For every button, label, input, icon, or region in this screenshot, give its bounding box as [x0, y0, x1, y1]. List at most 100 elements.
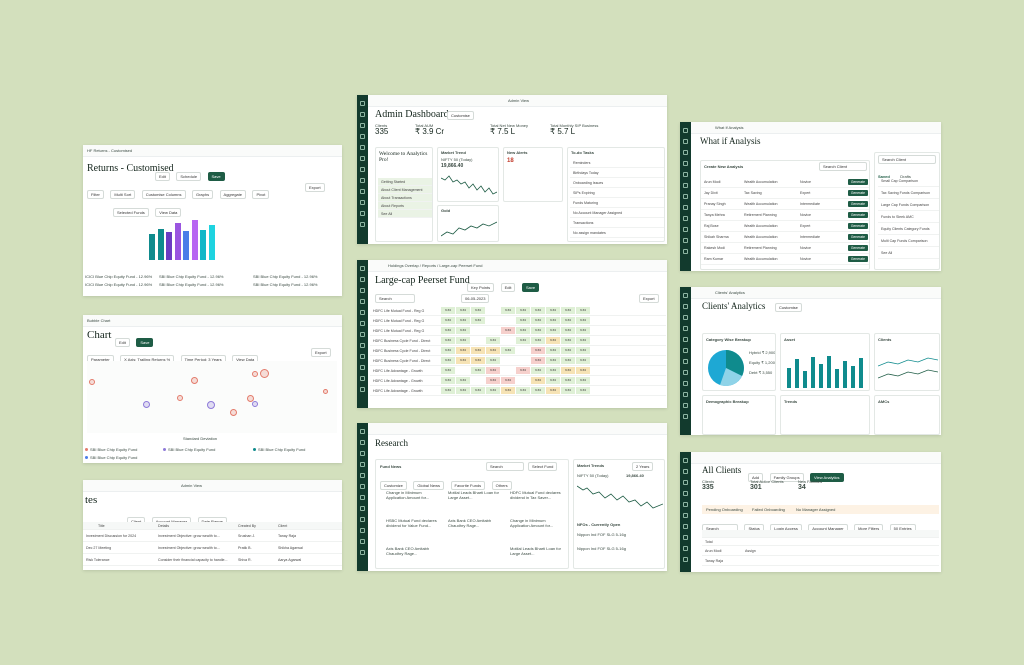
table-row[interactable]: Shikah Sharma Wealth Accumulation Intermed… — [701, 232, 869, 243]
alert-failed[interactable]: Failed Onboarding — [752, 507, 785, 512]
todo-item[interactable]: SIPs Expiring — [570, 188, 664, 198]
pivot-button[interactable]: Pivot — [252, 190, 270, 199]
table-row[interactable]: HDFC Life Advantage - Growth 9.63 9.63 9.63… — [370, 386, 666, 396]
nfo-item[interactable]: Nippon Ind FOF SLG 5-16g — [577, 546, 626, 551]
add-button[interactable]: Add — [748, 473, 764, 482]
tab-global-news[interactable]: Global News — [413, 481, 445, 490]
nfo-item[interactable]: Nippon Ind FOF SLG 5-16g — [577, 532, 626, 537]
select-fund[interactable]: Select Fund — [528, 462, 558, 471]
saved-item[interactable]: Funds to Sleek AMC — [878, 211, 939, 223]
table-row[interactable]: Rakesh Modi Retirement Planning Novice Gene… — [701, 243, 869, 254]
news-item[interactable]: Motilal Leads Bharti Loan for Large Asse… — [510, 546, 561, 556]
table-row[interactable]: HDFC Business Cycle Fund - Direct 9.63 9.6… — [370, 356, 666, 366]
table-row[interactable]: HDFC Business Cycle Fund - Direct 9.63 9.6… — [370, 346, 666, 356]
todo-item[interactable]: Reminders — [570, 158, 664, 168]
saved-item[interactable]: Tax Saving Funds Comparison — [878, 187, 939, 199]
table-row[interactable]: Arun Modi Assign — [702, 546, 939, 556]
save-button[interactable]: Save — [521, 283, 540, 292]
generate-button[interactable]: Generate — [847, 245, 868, 251]
tab-drafts[interactable]: Drafts — [900, 174, 911, 179]
generate-button[interactable]: Generate — [847, 190, 868, 196]
saved-item[interactable]: Multi Cap Funds Comparison — [878, 235, 939, 247]
table-row[interactable]: Investment Discussion for 2024 Investmen… — [83, 530, 342, 542]
table-row[interactable]: Ram Kumar Wealth Accumulation Novice Genera… — [701, 254, 869, 265]
search-client-input[interactable]: Search Client — [819, 162, 867, 171]
generate-button[interactable]: Generate — [847, 256, 868, 262]
news-item[interactable]: Axis Bank CEO Amitabh Chaudhry Rage... — [448, 518, 492, 528]
aggregate-button[interactable]: Aggregate — [219, 190, 246, 199]
customise-columns-button[interactable]: Customise Columns — [141, 190, 186, 199]
todo-item[interactable]: No assign mandates — [570, 228, 664, 238]
table-row[interactable]: Tanya Mehra Retirement Planning Novice Gene… — [701, 210, 869, 221]
table-row[interactable]: Jay Dixit Tax Saving Expert Generate — [701, 188, 869, 199]
export-button[interactable]: Export — [639, 294, 659, 303]
tab-view-data[interactable]: View Data — [155, 208, 182, 217]
table-row[interactable]: Dec 27 Meeting Investment Objective: gro… — [83, 542, 342, 554]
table-row[interactable]: HDFC Life Advantage - Growth 9.63 9.63 9.63… — [370, 376, 666, 386]
news-item[interactable]: Change in Minimum Application Amount for… — [386, 490, 430, 500]
table-row[interactable]: HDFC Life Mutual Fund - Reg G 9.63 9.63 9.6… — [370, 306, 666, 316]
welcome-link[interactable]: About Client Management — [378, 186, 432, 194]
saved-item[interactable]: Small Cap Comparison — [878, 175, 939, 187]
search-input[interactable]: Search Client — [878, 155, 936, 164]
multi-sort-button[interactable]: Multi Sort — [110, 190, 136, 199]
news-item[interactable]: Change in Minimum Application Amount for… — [510, 518, 554, 528]
saved-item[interactable]: Equity Clients Category Funds — [878, 223, 939, 235]
view-switch[interactable]: Admin View — [181, 483, 203, 488]
period-select[interactable]: 2 Years — [632, 462, 654, 471]
assign-link[interactable]: Assign — [745, 548, 756, 553]
alert-pending[interactable]: Pending Onboarding — [706, 507, 743, 512]
welcome-link[interactable]: About Transactions — [378, 194, 432, 202]
family-groups-button[interactable]: Family Groups — [769, 473, 804, 482]
table-row[interactable]: Tanay Raja — [702, 556, 939, 566]
table-row[interactable]: Risk Tolerance Consider their financial … — [83, 554, 342, 566]
saved-item[interactable]: Large Cap Funds Comparison — [878, 199, 939, 211]
schedule-button[interactable]: Schedule — [176, 172, 202, 181]
save-button[interactable]: Save — [207, 172, 225, 181]
filter-button[interactable]: Filter — [87, 190, 104, 199]
view-analytics-button[interactable]: View Analytics — [810, 473, 844, 482]
table-row[interactable]: HDFC Life Advantage - Growth 9.63 9.63 9.63… — [370, 366, 666, 376]
table-row[interactable]: Raj Bose Wealth Accumulation Expert Generat… — [701, 221, 869, 232]
table-row[interactable]: Pranay Singh Wealth Accumulation Intermedi… — [701, 199, 869, 210]
todo-item[interactable]: Birthdays Today — [570, 168, 664, 178]
edit-button[interactable]: Edit — [155, 172, 170, 181]
generate-button[interactable]: Generate — [847, 212, 868, 218]
news-item[interactable]: HSBC Mutual Fund declares dividend for V… — [386, 518, 437, 528]
table-row[interactable]: Arun Modi Wealth Accumulation Novice Genera… — [701, 177, 869, 188]
generate-button[interactable]: Generate — [847, 201, 868, 207]
edit-button[interactable]: Edit — [115, 338, 130, 347]
table-row[interactable]: HDFC Life Mutual Fund - Reg G 9.63 9.63 9.6… — [370, 326, 666, 336]
view-switch[interactable]: Admin View — [508, 98, 530, 103]
todo-item[interactable]: No Account Manager Assigned — [570, 208, 664, 218]
search-input[interactable]: Search — [486, 462, 524, 471]
edit-button[interactable]: Edit — [500, 283, 516, 292]
generate-button[interactable]: Generate — [847, 234, 868, 240]
date-select[interactable]: 06-05-2023 — [461, 294, 490, 303]
tab-favorite-funds[interactable]: Favorite Funds — [450, 481, 486, 490]
generate-button[interactable]: Generate — [847, 179, 868, 185]
tab-saved[interactable]: Saved — [878, 174, 890, 179]
graphs-button[interactable]: Graphs — [191, 190, 214, 199]
tab-others[interactable]: Others — [491, 481, 512, 490]
todo-item[interactable]: Onboarding Issues — [570, 178, 664, 188]
welcome-link[interactable]: About Reports — [378, 202, 432, 210]
news-item[interactable]: Motilal Leads Bharti Loan for Large Asse… — [448, 490, 499, 500]
saved-item[interactable]: See All — [878, 247, 939, 259]
tab-customize[interactable]: Customize — [380, 481, 407, 490]
tab-selected-funds[interactable]: Selected Funds — [113, 208, 149, 217]
todo-item[interactable]: Funds Maturing — [570, 198, 664, 208]
welcome-link[interactable]: See All — [378, 210, 432, 218]
save-button[interactable]: Save — [136, 338, 154, 347]
generate-button[interactable]: Generate — [847, 223, 868, 229]
welcome-link[interactable]: Getting Started — [378, 178, 432, 186]
key-points-button[interactable]: Key Points — [467, 283, 495, 292]
news-item[interactable]: HDFC Mutual Fund declares dividend in Ta… — [510, 490, 561, 500]
alert-no-manager[interactable]: No Manager Assigned — [796, 507, 836, 512]
table-row[interactable]: HDFC Life Mutual Fund - Reg G 9.63 9.63 9.6… — [370, 316, 666, 326]
customise-button[interactable]: Customise — [775, 303, 802, 312]
table-row[interactable]: HDFC Business Cycle Fund - Direct 9.63 9.6… — [370, 336, 666, 346]
export-button[interactable]: Export — [311, 348, 331, 357]
customise-button[interactable]: Customise — [447, 111, 474, 120]
news-item[interactable]: Axis Bank CEO Amitabh Chaudhry Rage... — [386, 546, 430, 556]
